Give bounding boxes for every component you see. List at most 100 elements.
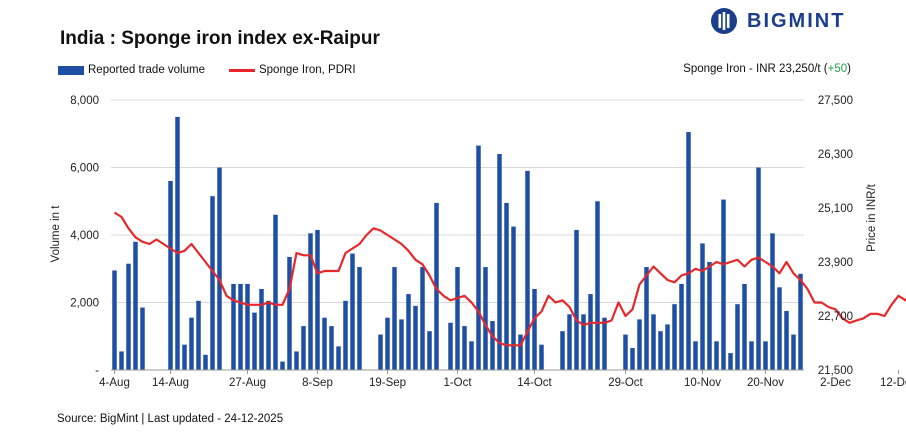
volume-bar bbox=[728, 353, 733, 370]
y-axis-left-ticks: 8,000 6,000 4,000 2,000 - bbox=[70, 95, 99, 377]
x-tick-label: 10-Nov bbox=[684, 377, 721, 389]
volume-bar bbox=[784, 310, 789, 370]
volume-bar bbox=[126, 263, 131, 370]
volume-bar bbox=[637, 319, 642, 370]
volume-bar bbox=[462, 326, 467, 370]
source-note: Source: BigMint | Last updated - 24-12-2… bbox=[57, 413, 284, 425]
volume-bar bbox=[119, 351, 124, 370]
y2-tick-label: 23,900 bbox=[818, 257, 853, 269]
y-tick-label: 6,000 bbox=[70, 163, 99, 175]
x-tick-label: 1-Oct bbox=[443, 377, 472, 389]
volume-bar bbox=[791, 334, 796, 370]
volume-bar bbox=[112, 270, 117, 370]
volume-bar bbox=[392, 267, 397, 370]
volume-bar bbox=[280, 361, 285, 370]
volume-bar bbox=[623, 334, 628, 370]
y-tick-label: 8,000 bbox=[70, 95, 99, 107]
y-tick-label: 2,000 bbox=[70, 298, 99, 310]
volume-bar bbox=[350, 253, 355, 370]
volume-bar bbox=[378, 334, 383, 370]
volume-bar bbox=[238, 283, 243, 370]
x-tick-label: 20-Nov bbox=[747, 377, 784, 389]
volume-bar bbox=[406, 294, 411, 370]
volume-bar bbox=[595, 201, 600, 370]
volume-bar bbox=[259, 289, 264, 370]
y2-tick-label: 22,700 bbox=[818, 311, 853, 323]
volume-bar bbox=[581, 314, 586, 370]
volume-bar bbox=[679, 283, 684, 370]
volume-bar bbox=[343, 300, 348, 370]
bigmint-globe-icon bbox=[711, 8, 737, 34]
volume-bar bbox=[749, 341, 754, 370]
volume-bar bbox=[658, 331, 663, 370]
volume-bar bbox=[770, 233, 775, 370]
y2-axis-title: Price in INR/t bbox=[866, 183, 878, 252]
volume-bar bbox=[735, 304, 740, 370]
price-change: +50 bbox=[827, 63, 848, 75]
volume-bars bbox=[112, 116, 803, 370]
volume-bar bbox=[245, 283, 250, 370]
volume-bar bbox=[644, 267, 649, 370]
volume-bar bbox=[567, 314, 572, 370]
y-tick-label: 4,000 bbox=[70, 230, 99, 242]
chart-title: India : Sponge iron index ex-Raipur bbox=[60, 28, 380, 49]
volume-bar bbox=[175, 116, 180, 370]
volume-bar bbox=[336, 346, 341, 370]
legend-label-volume: Reported trade volume bbox=[88, 64, 205, 76]
volume-bar bbox=[168, 181, 173, 370]
volume-bar bbox=[532, 289, 537, 370]
volume-bar bbox=[763, 341, 768, 370]
legend-label-price: Sponge Iron, PDRI bbox=[258, 64, 356, 76]
volume-bar bbox=[497, 154, 502, 370]
volume-bar bbox=[539, 344, 544, 370]
x-tick-label: 12-Dec bbox=[880, 377, 906, 389]
brand-logo: BIGMINT bbox=[709, 6, 845, 36]
price-note-prefix: Sponge Iron - INR 23,250/t ( bbox=[683, 63, 828, 75]
x-tick-label: 29-Oct bbox=[608, 377, 643, 389]
volume-bar bbox=[511, 226, 516, 370]
volume-bar bbox=[273, 214, 278, 370]
volume-bar bbox=[798, 273, 803, 370]
y-tick-label: - bbox=[95, 365, 99, 377]
volume-bar bbox=[483, 267, 488, 370]
volume-bar bbox=[665, 324, 670, 370]
legend-item-volume: Reported trade volume bbox=[58, 64, 205, 76]
volume-bar bbox=[518, 334, 523, 370]
volume-bar bbox=[196, 300, 201, 370]
x-tick-label: 19-Sep bbox=[369, 377, 406, 389]
volume-bar bbox=[700, 243, 705, 370]
volume-bar bbox=[525, 170, 530, 370]
brand-name: BIGMINT bbox=[747, 9, 846, 32]
price-line bbox=[113, 211, 906, 347]
volume-bar bbox=[252, 312, 257, 370]
volume-bar bbox=[427, 331, 432, 370]
volume-bar bbox=[266, 300, 271, 370]
volume-bar bbox=[714, 341, 719, 370]
volume-bar bbox=[490, 321, 495, 370]
volume-bar bbox=[434, 202, 439, 370]
volume-bar bbox=[182, 344, 187, 370]
volume-bar bbox=[399, 319, 404, 370]
volume-bar bbox=[693, 341, 698, 370]
y2-tick-label: 27,500 bbox=[818, 95, 853, 107]
volume-bar bbox=[588, 294, 593, 370]
volume-bar bbox=[476, 145, 481, 370]
volume-bar bbox=[413, 305, 418, 370]
volume-bar bbox=[504, 202, 509, 370]
x-tick-label: 4-Aug bbox=[99, 377, 130, 389]
volume-bar bbox=[217, 167, 222, 370]
volume-bar bbox=[357, 267, 362, 370]
volume-bar bbox=[455, 267, 460, 370]
volume-bar bbox=[707, 262, 712, 370]
y2-tick-label: 26,300 bbox=[818, 149, 853, 161]
legend-swatch-bar bbox=[58, 65, 84, 75]
volume-bar bbox=[294, 351, 299, 370]
price-note-suffix: ) bbox=[847, 63, 851, 75]
legend: Reported trade volume Sponge Iron, PDRI bbox=[58, 64, 380, 76]
volume-bar bbox=[287, 256, 292, 370]
x-tick-label: 14-Aug bbox=[152, 377, 189, 389]
volume-bar bbox=[322, 317, 327, 370]
volume-bar bbox=[560, 331, 565, 370]
